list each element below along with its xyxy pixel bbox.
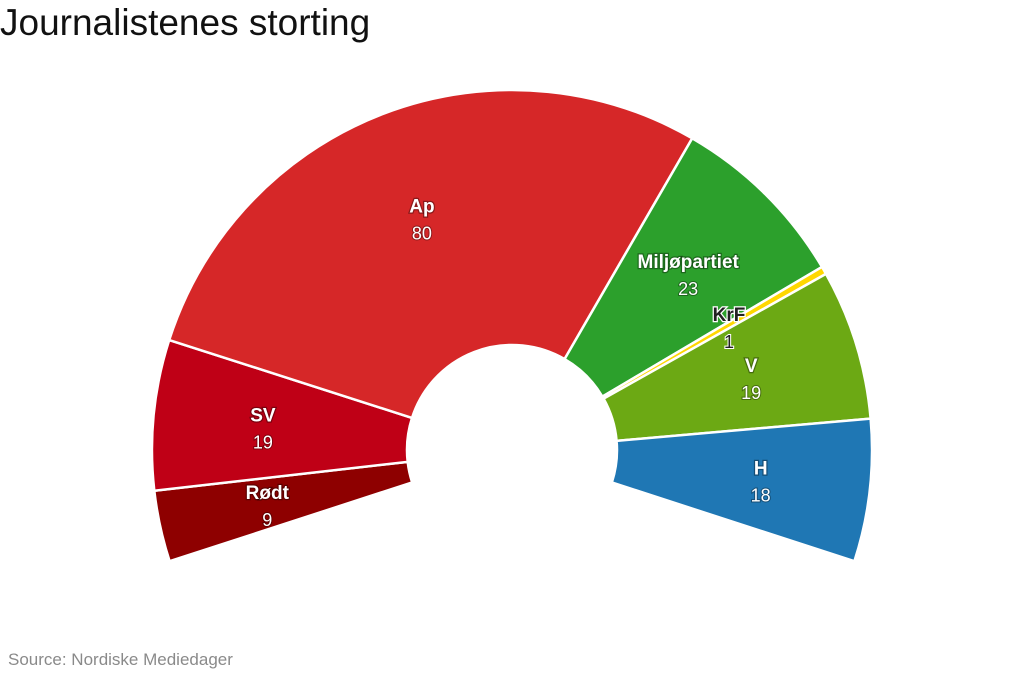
chart-title: Journalistenes storting: [0, 2, 371, 43]
slice-h: [610, 417, 874, 563]
value-ap: 80: [412, 223, 432, 243]
label-ap: Ap: [409, 196, 434, 217]
value-v: 19: [741, 383, 761, 403]
value-miljopartiet: 23: [678, 279, 698, 299]
value-krf: 1: [724, 332, 734, 352]
value-sv: 19: [253, 432, 273, 452]
labels-group: Rødt 9 SV 19 Ap 80 Miljøpartiet 23 KrF 1V 19 H 18: [244, 195, 771, 531]
source-note: Source: Nordiske Mediedager: [8, 650, 233, 669]
slices-group: [150, 88, 874, 563]
label-h: H: [754, 458, 768, 479]
label-sv: SV: [250, 405, 276, 426]
value-h: 18: [751, 485, 771, 505]
label-miljopartiet: Miljøpartiet: [638, 252, 740, 273]
label-rodt: Rødt: [246, 483, 290, 504]
label-krf: KrF: [713, 305, 746, 326]
value-rodt: 9: [262, 510, 272, 530]
slice-ap: [167, 88, 694, 420]
slice-miljopartiet: [563, 137, 824, 398]
label-v: V: [745, 356, 758, 377]
